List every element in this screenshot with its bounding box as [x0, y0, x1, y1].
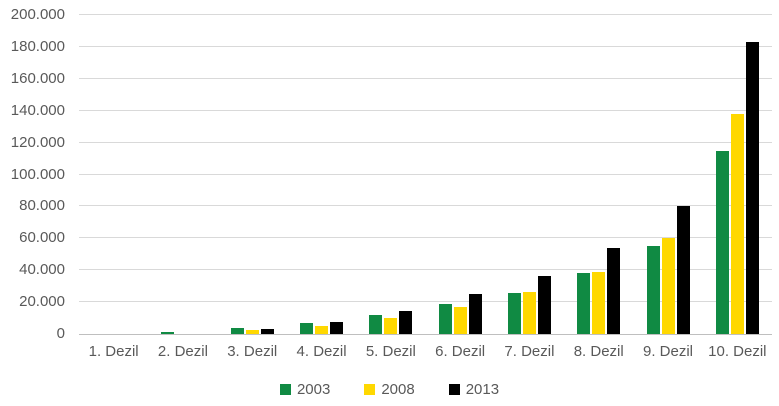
gridline [79, 269, 772, 271]
gridline [79, 77, 772, 79]
y-tick-label: 20.000 [19, 293, 65, 311]
gridline [79, 205, 772, 207]
bar-2013 [260, 329, 274, 334]
bar-2008 [522, 292, 536, 334]
y-tick-label: 140.000 [10, 101, 65, 119]
x-axis-line [79, 334, 772, 335]
bar-group [703, 15, 772, 334]
bar-group [148, 15, 217, 334]
bar-2008 [384, 318, 398, 334]
bar-2008 [592, 272, 606, 334]
gridline [79, 237, 772, 239]
y-tick-label: 120.000 [10, 133, 65, 151]
bar-2003 [507, 293, 521, 334]
bar-2008 [661, 238, 675, 334]
bar-2008 [245, 330, 259, 334]
bar-groups [79, 15, 772, 334]
bar-group [425, 15, 494, 334]
bar-2003 [300, 323, 314, 334]
legend-item-2008: 2008 [364, 381, 415, 398]
plot-area [79, 14, 772, 335]
bar-2003 [715, 151, 729, 334]
bar-2003 [646, 246, 660, 334]
gridline [79, 14, 772, 15]
bar-2013 [745, 42, 759, 334]
gridline [79, 141, 772, 143]
legend-item-2003: 2003 [279, 381, 331, 398]
bar-group [564, 15, 633, 334]
y-tick-label: 100.000 [10, 165, 65, 183]
bar-group [79, 15, 148, 334]
x-category-label: 8. Dezil [573, 343, 624, 360]
bar-2003 [577, 273, 591, 334]
bar-2003 [161, 332, 175, 334]
y-tick-label: 200.000 [10, 6, 65, 23]
chart-legend: 2003 2008 2013 [0, 381, 779, 398]
gridline [79, 109, 772, 111]
bar-2008 [453, 307, 467, 334]
bar-2013 [330, 322, 344, 334]
legend-item-2013: 2013 [448, 381, 500, 398]
bar-2003 [230, 328, 244, 334]
bar-2013 [607, 248, 621, 334]
x-axis-category-labels: 1. Dezil 2. Dezil 3. Dezil 4. Dezil 5. Dezil… [79, 343, 772, 360]
bar-2008 [730, 114, 744, 334]
bar-group [356, 15, 425, 334]
bar-group [287, 15, 356, 334]
x-category-label: 4. Dezil [296, 343, 347, 360]
y-tick-label: 180.000 [10, 37, 65, 55]
legend-swatch-icon [448, 384, 460, 395]
bar-2008 [315, 326, 329, 334]
legend-swatch-icon [279, 384, 291, 395]
bar-2013 [537, 276, 551, 334]
bar-2003 [369, 315, 383, 334]
bar-2013 [468, 294, 482, 334]
y-tick-label: 80.000 [19, 197, 65, 215]
bar-group [218, 15, 287, 334]
y-tick-label: 40.000 [19, 261, 65, 279]
gridline [79, 173, 772, 175]
x-category-label: 1. Dezil [88, 343, 139, 360]
bar-2013 [399, 311, 413, 334]
bar-2013 [676, 206, 690, 334]
gridline [79, 45, 772, 47]
y-tick-label: 160.000 [10, 69, 65, 87]
x-category-label: 6. Dezil [435, 343, 486, 360]
legend-label: 2008 [381, 381, 415, 398]
legend-swatch-icon [364, 384, 376, 395]
y-tick-label: 60.000 [19, 229, 65, 247]
bar-group [495, 15, 564, 334]
x-category-label: 10. Dezil [708, 343, 767, 360]
bar-group [633, 15, 702, 334]
x-category-label: 9. Dezil [643, 343, 694, 360]
x-category-label: 2. Dezil [157, 343, 208, 360]
gridline [79, 301, 772, 303]
legend-label: 2003 [296, 381, 331, 398]
x-category-label: 5. Dezil [365, 343, 416, 360]
x-category-label: 3. Dezil [227, 343, 278, 360]
legend-label: 2013 [465, 381, 500, 398]
x-category-label: 7. Dezil [504, 343, 555, 360]
bar-2003 [438, 304, 452, 334]
y-tick-label: 0 [56, 325, 65, 342]
